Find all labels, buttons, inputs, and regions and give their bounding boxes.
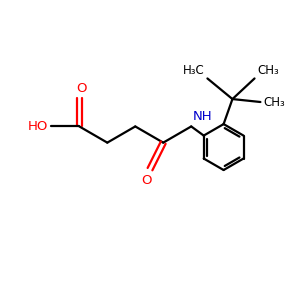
Text: NH: NH <box>193 110 212 124</box>
Text: CH₃: CH₃ <box>257 64 279 77</box>
Text: CH₃: CH₃ <box>263 95 285 109</box>
Text: H₃C: H₃C <box>183 64 205 77</box>
Text: O: O <box>141 174 152 188</box>
Text: O: O <box>76 82 87 95</box>
Text: HO: HO <box>28 120 48 133</box>
